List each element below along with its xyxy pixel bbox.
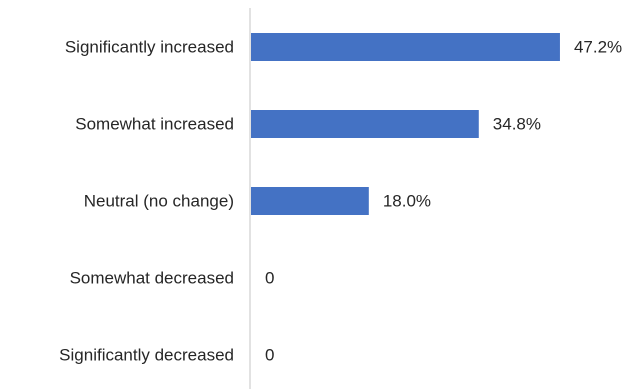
data-labels: 47.2% 34.8% 18.0% 0 0 <box>265 38 622 365</box>
category-label: Somewhat decreased <box>70 269 234 288</box>
data-label: 34.8% <box>493 115 541 134</box>
data-label: 47.2% <box>574 38 622 57</box>
category-labels: Significantly increased Somewhat increase… <box>59 38 234 365</box>
category-label: Somewhat increased <box>75 115 234 134</box>
category-label: Significantly increased <box>65 38 234 57</box>
category-label: Neutral (no change) <box>84 192 234 211</box>
category-label: Significantly decreased <box>59 346 234 365</box>
data-label: 0 <box>265 346 274 365</box>
data-label: 18.0% <box>383 192 431 211</box>
bar <box>251 33 560 61</box>
data-label: 0 <box>265 269 274 288</box>
bar-series <box>251 33 560 215</box>
bar <box>251 110 479 138</box>
bar <box>251 187 369 215</box>
